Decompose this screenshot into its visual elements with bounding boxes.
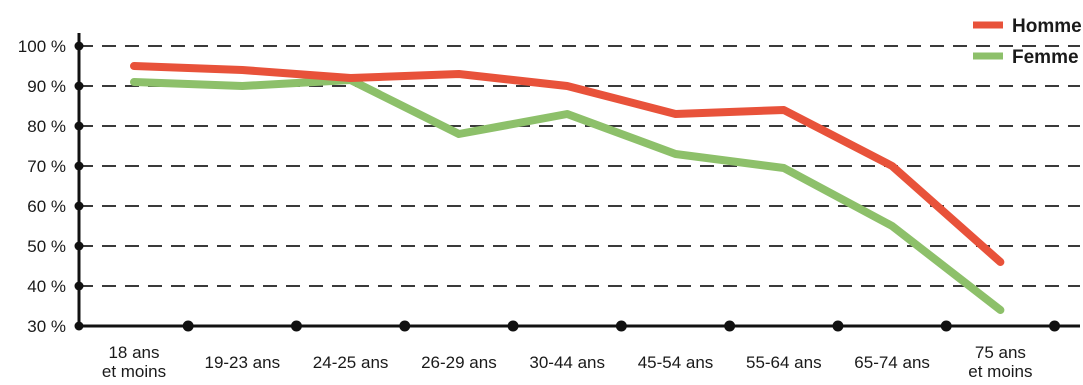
x-tick-label: 65-74 ans (854, 353, 930, 372)
x-tick-mark (724, 320, 736, 332)
series-line-homme (130, 62, 1005, 266)
x-tick-mark (507, 320, 519, 332)
x-tick-mark (940, 320, 952, 332)
series-lines (130, 62, 1005, 314)
legend: Homme Femme (973, 16, 1082, 68)
y-tick-label: 90 % (27, 77, 66, 96)
y-tick-label: 30 % (27, 317, 66, 336)
axes (74, 33, 1080, 332)
x-tick-label: 26-29 ans (421, 353, 497, 372)
tick-labels: 100 % 90 % 80 % 70 % 60 % 50 % 40 % 30 % 18 ans e… (18, 37, 1033, 381)
x-tick-label: 19-23 ans (204, 353, 280, 372)
y-tick-label: 70 % (27, 157, 66, 176)
x-tick-label: 30-44 ans (529, 353, 605, 372)
x-tick-mark (182, 320, 194, 332)
x-tick-mark (615, 320, 627, 332)
x-tick-label: 55-64 ans (746, 353, 822, 372)
legend-label-femme: Femme (1012, 47, 1079, 68)
x-tick-label: 18 ans et moins (102, 343, 166, 381)
x-tick-mark (1049, 320, 1061, 332)
x-tick-label: 45-54 ans (638, 353, 714, 372)
y-tick-label: 40 % (27, 277, 66, 296)
x-tick-mark (832, 320, 844, 332)
x-tick-label: 24-25 ans (313, 353, 389, 372)
x-tick-mark (399, 320, 411, 332)
y-tick-label: 50 % (27, 237, 66, 256)
y-tick-label: 100 % (18, 37, 66, 56)
x-tick-label: 75 ans et moins (968, 343, 1032, 381)
y-tick-label: 80 % (27, 117, 66, 136)
y-tick-label: 60 % (27, 197, 66, 216)
legend-label-homme: Homme (1012, 16, 1082, 37)
series-line-femme (130, 76, 1005, 314)
x-tick-mark (290, 320, 302, 332)
